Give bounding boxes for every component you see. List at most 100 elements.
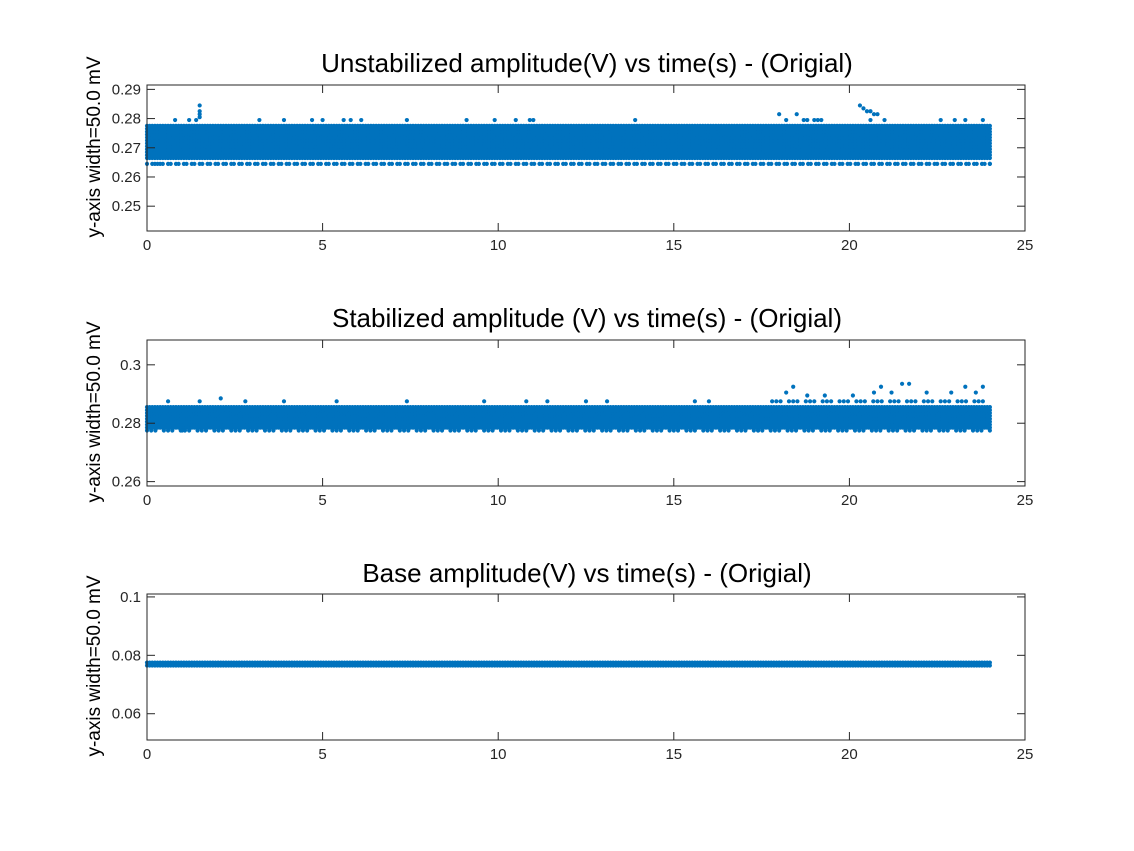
data-point [342,161,347,166]
data-point [705,161,711,166]
outlier-point [980,117,985,123]
data-point [903,161,908,166]
data-point [563,161,568,166]
outlier-point [281,117,287,123]
data-point [792,161,798,166]
data-point [690,161,695,166]
data-point [769,161,774,166]
data-point [405,161,410,166]
data-point [650,161,655,166]
scatter-points [144,103,992,166]
data-point [911,161,916,166]
data-point [302,161,308,166]
data-point [721,161,726,166]
data-point [987,123,992,128]
data-point [381,161,387,166]
data-point [547,161,553,166]
outlier-point [359,117,364,123]
data-point [808,161,813,166]
data-point [532,161,537,166]
data-point [987,155,992,161]
data-point [555,161,561,166]
data-point [397,161,402,166]
data-point [445,161,450,166]
data-point [698,161,703,166]
y-tick-label: 0.26 [112,169,141,186]
data-point [824,161,829,166]
data-point [279,161,284,166]
data-point [468,161,474,166]
outlier-point [952,117,957,123]
outlier-point [868,109,873,114]
data-point [856,161,861,166]
outlier-point [187,117,192,123]
data-point [879,161,884,166]
data-point [216,161,221,166]
series-level-row [144,152,992,158]
series-level-row [144,161,992,166]
outlier-point [197,103,202,108]
outlier-point [320,117,325,123]
data-point [168,161,173,166]
data-point [634,161,640,166]
data-point [524,161,529,166]
data-point [208,161,213,166]
data-point [958,161,964,166]
outlier-point [404,117,409,123]
outlier-point [197,109,202,114]
data-point [729,161,734,166]
data-point [682,161,687,166]
data-point [334,161,339,166]
data-point [784,161,790,166]
data-point [777,161,782,166]
outlier-point [633,117,638,123]
data-point [626,161,632,166]
data-point [247,161,252,166]
outlier-point [875,112,880,117]
data-point [950,161,956,166]
data-point [800,161,805,166]
data-point [508,161,513,166]
data-point [919,161,924,166]
outlier-point [309,117,315,123]
x-tick-label: 25 [1017,237,1034,254]
outlier-point [784,117,789,123]
data-point [816,161,821,166]
outlier-point [857,103,863,108]
data-point [287,161,292,166]
data-point [658,161,663,166]
y-tick-label: 0.25 [112,198,141,215]
data-point [595,161,600,166]
data-point [231,161,237,166]
outlier-point [257,117,262,123]
data-point [255,161,260,166]
data-point [540,161,545,166]
data-point [571,161,576,166]
data-point [666,161,671,166]
data-point [840,161,845,166]
y-tick-label: 0.27 [112,140,141,157]
data-point [484,161,489,166]
data-point [200,161,205,166]
data-point [848,161,853,166]
outlier-point [819,117,824,123]
y-tick-label: 0.29 [112,81,141,98]
data-point [310,161,316,166]
data-point [927,161,932,166]
outlier-point [963,117,968,123]
outlier-point [513,117,518,123]
y-axis-label: y-axis width=50.0 mV [84,56,105,237]
data-point [358,161,363,166]
data-point [579,161,584,166]
data-point [413,161,418,166]
data-point [366,161,371,166]
x-tick-label: 0 [143,237,151,254]
data-point [987,152,992,158]
outlier-point [348,117,353,123]
plot-title: Unstabilized amplitude(V) vs time(s) - (… [321,48,853,78]
data-point [271,161,276,166]
x-tick-label: 20 [841,237,858,254]
data-point [832,161,837,166]
outlier-point [492,117,497,123]
data-point [160,161,165,166]
